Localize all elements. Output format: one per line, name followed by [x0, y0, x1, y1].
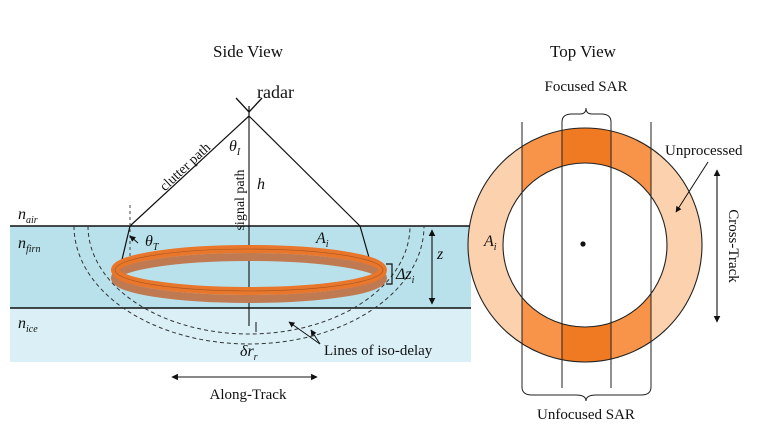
center-point	[580, 241, 586, 247]
theta-i-label: θI	[229, 138, 241, 158]
unprocessed-pointer	[675, 161, 709, 213]
focused-brace	[561, 107, 612, 123]
area-label-top: Ai	[483, 233, 497, 253]
clutter-path-label: clutter path	[157, 140, 214, 194]
unfocused-band-right	[611, 128, 651, 362]
iso-delay-leader-a	[288, 321, 321, 345]
iso-delay-leader-b	[310, 329, 321, 345]
cross-track-label: Cross-Track	[725, 209, 741, 283]
unfocused-band-left	[522, 128, 562, 362]
clutter-ray-right	[248, 115, 361, 227]
iso-delay-label: Lines of iso-delay	[324, 343, 433, 359]
height-label: h	[257, 176, 265, 193]
clutter-ray-left	[129, 115, 250, 227]
unprocessed-label: Unprocessed	[665, 143, 743, 159]
n-firn-label: nfirn	[18, 235, 40, 255]
side-view-title: Side View	[213, 42, 284, 61]
top-view-title: Top View	[550, 42, 617, 61]
depth-label: z	[436, 246, 444, 263]
unfocused-brace	[521, 386, 652, 402]
focused-band	[562, 128, 611, 362]
top-view: Top View Focused SAR Unfocused SAR Unpro…	[467, 42, 743, 423]
ice-layer	[10, 308, 471, 362]
n-air-label: nair	[18, 206, 38, 226]
signal-path-label: signal path	[233, 169, 248, 230]
focused-sar-label: Focused SAR	[545, 79, 628, 95]
along-track-label: Along-Track	[210, 387, 287, 403]
radar-label: radar	[257, 82, 294, 102]
theta-t-arrow	[129, 235, 139, 244]
delta-r-label: δrr	[240, 343, 258, 363]
theta-t-label: θT	[145, 233, 160, 253]
annulus-inner-edge	[502, 162, 668, 328]
delta-z-label: Δzi	[395, 266, 415, 286]
side-view: Side View radar clutter path signal path…	[10, 42, 471, 403]
area-label-side: Ai	[315, 230, 329, 250]
lower-ring	[111, 253, 387, 303]
unfocused-sar-label: Unfocused SAR	[537, 407, 635, 423]
delta-z-bracket	[386, 263, 393, 285]
iso-delay-curve-outer	[73, 225, 425, 345]
annulus-outer-edge	[467, 127, 703, 363]
n-ice-label: nice	[18, 315, 38, 335]
upper-ring-edge	[114, 248, 384, 292]
